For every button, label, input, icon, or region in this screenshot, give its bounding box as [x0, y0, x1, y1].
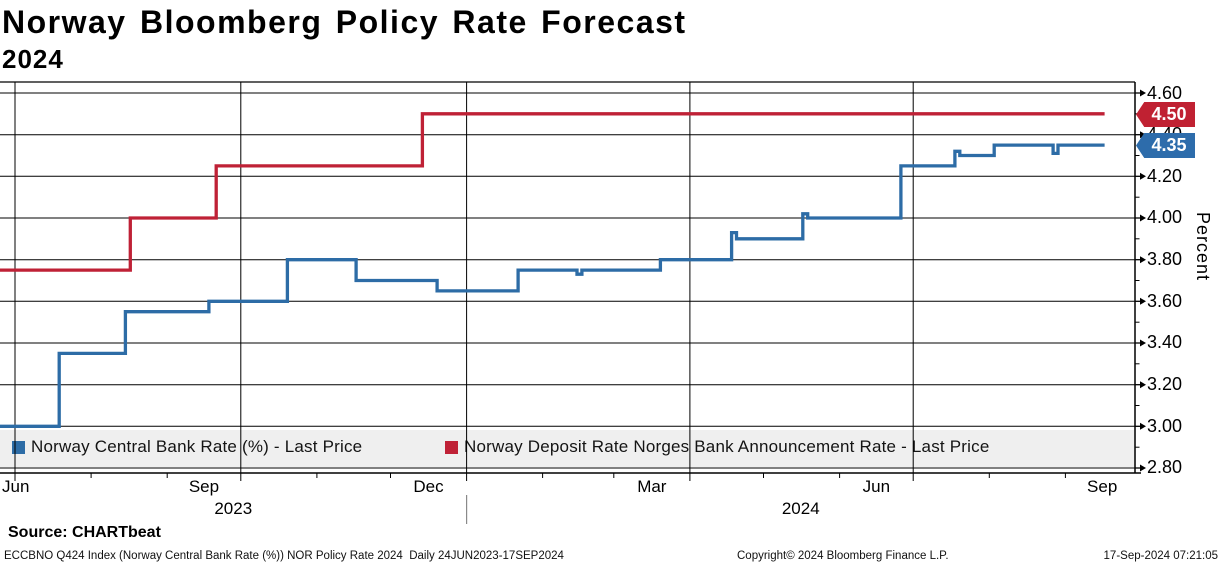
y-axis-tick-label: 4.00	[1147, 207, 1183, 228]
legend-label: Norway Deposit Rate Norges Bank Announce…	[464, 437, 990, 456]
x-axis-month-label: Dec	[413, 477, 444, 496]
last-price-badge-central-bank-rate: 4.35	[1136, 133, 1195, 158]
x-axis-month-label: Sep	[188, 477, 220, 496]
y-tick-arrow	[1140, 422, 1146, 430]
source-line: Source: CHARTbeat	[8, 524, 161, 541]
series-line	[0, 143, 1105, 428]
y-tick-arrow	[1140, 297, 1146, 305]
y-axis-title: Percent	[1193, 212, 1213, 282]
y-tick-arrow	[1140, 464, 1146, 472]
x-axis-month-label: Sep	[1087, 477, 1118, 496]
legend: Norway Central Bank Rate (%) - Last Pric…	[0, 430, 1136, 467]
y-axis-tick-label: 3.40	[1147, 332, 1183, 353]
y-tick-arrow	[1140, 256, 1146, 264]
y-axis-tick-label: 2.80	[1147, 457, 1183, 478]
series-line	[0, 112, 1105, 272]
page-subtitle: 2024	[2, 44, 64, 74]
y-axis-tick-label: 3.80	[1147, 249, 1183, 270]
page-title: Norway Bloomberg Policy Rate Forecast	[2, 4, 687, 40]
legend-item: Norway Central Bank Rate (%) - Last Pric…	[12, 437, 362, 457]
y-axis-tick-label: 3.20	[1147, 374, 1183, 395]
y-axis-tick-label: 4.60	[1147, 82, 1183, 103]
y-tick-arrow	[1140, 381, 1146, 389]
footer-copyright: Copyright© 2024 Bloomberg Finance L.P.	[737, 550, 949, 562]
x-axis-month-label: Jun	[2, 477, 30, 496]
x-axis-month-label: Jun	[862, 477, 891, 496]
x-axis-year-label: 2023	[214, 499, 253, 518]
last-price-badge-deposit-rate: 4.50	[1136, 102, 1195, 127]
y-tick-arrow	[1140, 89, 1146, 97]
legend-swatch-red	[445, 440, 458, 454]
footer-ticker-description: ECCBNO Q424 Index (Norway Central Bank R…	[4, 550, 564, 562]
y-axis-tick-label: 4.20	[1147, 165, 1183, 186]
legend-item: Norway Deposit Rate Norges Bank Announce…	[445, 437, 990, 457]
legend-label: Norway Central Bank Rate (%) - Last Pric…	[31, 437, 363, 456]
x-axis-month-label: Mar	[637, 477, 667, 496]
y-tick-arrow	[1140, 214, 1146, 222]
y-axis-tick-label: 3.60	[1147, 290, 1183, 311]
y-tick-arrow	[1140, 339, 1146, 347]
y-tick-arrow	[1140, 172, 1146, 180]
legend-swatch-blue	[12, 440, 25, 454]
y-axis-tick-label: 3.00	[1147, 415, 1183, 436]
x-axis-year-label: 2024	[781, 499, 820, 518]
footer-timestamp: 17-Sep-2024 07:21:05	[1103, 550, 1218, 562]
